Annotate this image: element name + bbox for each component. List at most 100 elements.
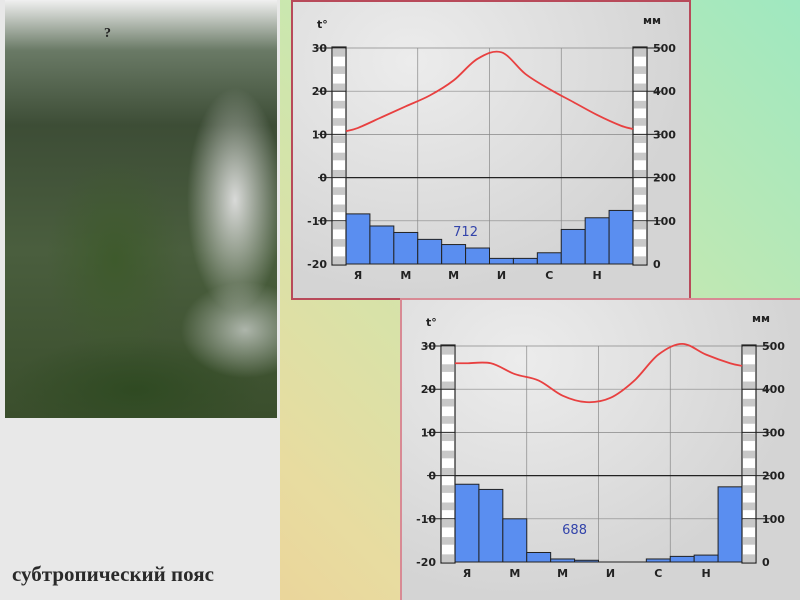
month-label: Н: [593, 269, 602, 282]
left-scale-stripe: [442, 450, 454, 459]
climate-chart-2: t° мм 30 20 10 0 -10 -20 500 400 300 200 100 0 Я М М И С Н 6…: [400, 298, 800, 600]
month-label: Я: [463, 567, 471, 580]
month-label: И: [606, 567, 615, 580]
precip-bar: [608, 209, 634, 265]
left-scale-stripe: [442, 537, 454, 545]
precip-bar: [417, 238, 443, 265]
right-scale-stripe: [634, 118, 646, 126]
left-scale-stripe: [333, 118, 345, 126]
precip-tick-label: 300: [653, 128, 676, 141]
right-scale-stripe: [634, 221, 646, 230]
left-scale-stripe: [333, 66, 345, 74]
right-scale-stripe: [743, 347, 755, 355]
precip-bar: [502, 518, 528, 563]
precip-bar: [489, 257, 514, 265]
right-scale-stripe: [634, 49, 646, 57]
month-label: М: [557, 567, 568, 580]
left-scale-stripe: [333, 256, 345, 264]
right-scale-stripe: [634, 83, 646, 92]
total-precip-label: 688: [562, 523, 587, 538]
precip-bar: [478, 488, 504, 563]
month-label: Я: [354, 269, 362, 282]
precip-tick-label: 400: [762, 383, 785, 396]
precip-tick-label: 500: [762, 340, 785, 353]
left-scale-stripe: [442, 347, 454, 355]
month-label: Н: [702, 567, 711, 580]
precip-bar: [441, 244, 467, 265]
right-scale-stripe: [634, 239, 646, 247]
precip-tick-label: 200: [653, 172, 676, 185]
temp-unit-label: t°: [426, 316, 437, 329]
precip-bar: [717, 486, 743, 563]
right-scale-stripe: [634, 152, 646, 161]
precip-bar: [393, 231, 419, 265]
left-scale-stripe: [442, 416, 454, 424]
precip-bar: [584, 217, 610, 265]
precip-tick-label: 400: [653, 85, 676, 98]
total-precip-label: 712: [453, 225, 478, 240]
month-label: С: [545, 269, 553, 282]
left-scale-stripe: [333, 135, 345, 144]
left-scale-stripe: [442, 485, 454, 493]
right-scale-stripe: [743, 364, 755, 372]
climate-chart-1: t° мм 30 20 10 0 -10 -20 500 400 300 200 100 0 Я М М И С Н 7…: [291, 0, 691, 300]
left-scale-stripe: [442, 364, 454, 372]
right-scale-stripe: [743, 467, 755, 476]
left-scale-stripe: [333, 187, 345, 195]
temp-tick-label: 10: [312, 128, 328, 141]
left-scale-stripe: [333, 100, 345, 109]
left-scale-stripe: [442, 502, 454, 511]
precip-tick-label: 100: [653, 215, 676, 228]
month-label: С: [654, 567, 662, 580]
right-scale-stripe: [743, 416, 755, 424]
precip-tick-label: 200: [762, 470, 785, 483]
month-label: И: [497, 269, 506, 282]
slide-caption: субтропический пояс: [12, 562, 214, 586]
precip-bar: [369, 225, 395, 265]
photo-panel: ? субтропический пояс: [0, 0, 280, 600]
right-scale-stripe: [634, 204, 646, 213]
left-scale-stripe: [442, 433, 454, 442]
month-label: М: [509, 567, 520, 580]
precip-bar: [693, 554, 719, 563]
right-scale-stripe: [743, 485, 755, 493]
temp-tick-label: -10: [307, 215, 327, 228]
left-scale-stripe: [442, 519, 454, 528]
precip-tick-label: 300: [762, 426, 785, 439]
right-scale-stripe: [743, 537, 755, 545]
temp-tick-label: 30: [421, 340, 437, 353]
precip-bar: [465, 247, 490, 265]
left-scale-stripe: [333, 152, 345, 161]
temperature-line: [345, 50, 634, 133]
temp-tick-label: 20: [421, 383, 437, 396]
left-scale-stripe: [442, 398, 454, 407]
left-scale-stripe: [442, 381, 454, 390]
month-label: М: [400, 269, 411, 282]
temperature-line: [454, 342, 743, 404]
left-scale-stripe: [333, 169, 345, 178]
precip-tick-label: 0: [653, 258, 661, 271]
temp-tick-label: 30: [312, 42, 328, 55]
precip-bar: [536, 252, 562, 265]
precip-bar: [512, 257, 538, 265]
temp-tick-label: -20: [307, 258, 327, 271]
temp-tick-label: 0: [428, 470, 436, 483]
left-scale-stripe: [333, 49, 345, 57]
precip-bar: [669, 555, 695, 563]
left-scale-stripe: [333, 83, 345, 92]
temp-tick-label: 10: [421, 426, 437, 439]
precip-tick-label: 500: [653, 42, 676, 55]
right-scale-stripe: [743, 433, 755, 442]
right-scale-stripe: [743, 502, 755, 511]
photo-mark: ?: [104, 26, 111, 41]
left-scale-stripe: [333, 221, 345, 230]
right-scale-stripe: [743, 554, 755, 562]
month-label: М: [448, 269, 459, 282]
right-scale-stripe: [743, 450, 755, 459]
right-scale-stripe: [634, 100, 646, 109]
right-scale-stripe: [634, 135, 646, 144]
precip-tick-label: 100: [762, 513, 785, 526]
right-scale-stripe: [634, 256, 646, 264]
right-scale-stripe: [743, 381, 755, 390]
